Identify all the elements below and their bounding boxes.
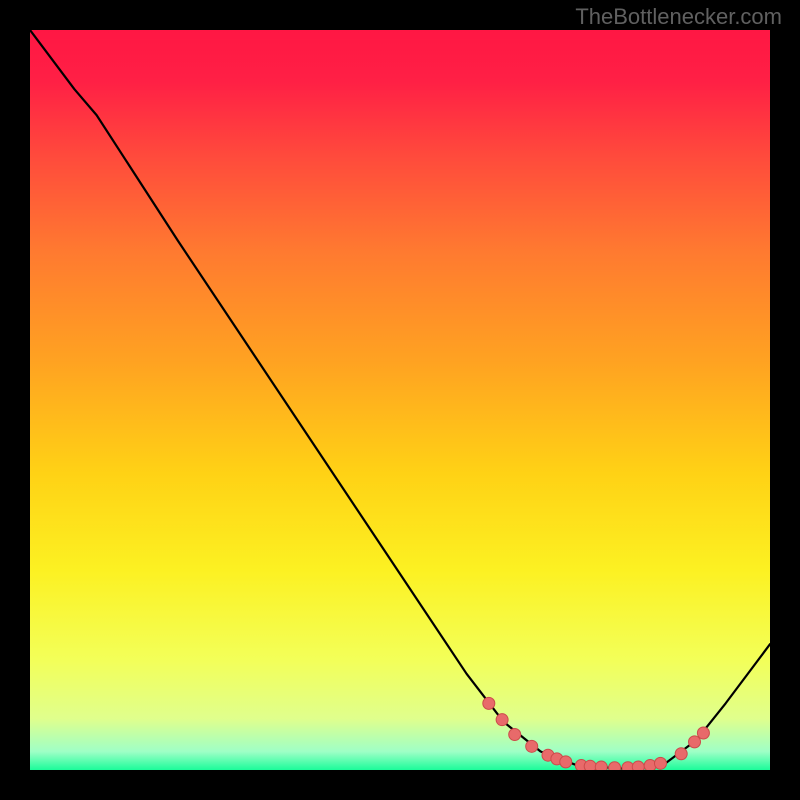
chart-marker [483,697,495,709]
chart-marker [560,756,572,768]
chart-marker [526,740,538,752]
chart-marker [689,736,701,748]
chart-plot-area [30,30,770,770]
chart-marker [595,761,607,770]
chart-marker [609,762,621,770]
watermark-text: TheBottlenecker.com [575,4,782,30]
chart-marker [675,748,687,760]
chart-background [30,30,770,770]
chart-marker [654,757,666,769]
chart-marker [496,714,508,726]
chart-marker [632,761,644,770]
chart-svg [30,30,770,770]
chart-marker [509,728,521,740]
chart-marker [697,727,709,739]
chart-marker [584,760,596,770]
